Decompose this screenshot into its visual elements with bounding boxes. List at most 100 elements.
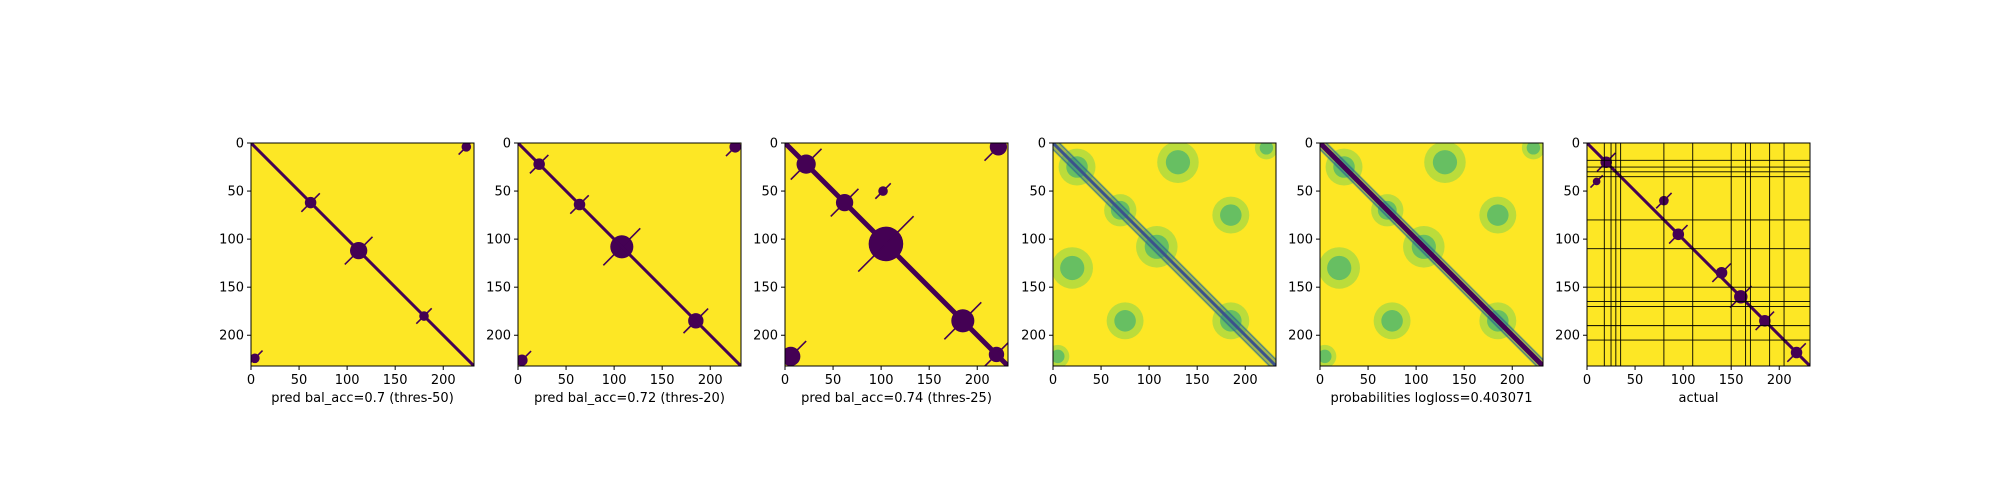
x-tick-label: 100 xyxy=(1671,373,1696,388)
x-axis-label: actual xyxy=(1678,391,1718,406)
x-tick-label: 100 xyxy=(602,373,627,388)
heatmap-cluster-core xyxy=(1053,349,1065,364)
y-tick-label: 150 xyxy=(219,281,244,296)
x-tick-label: 200 xyxy=(431,373,456,388)
x-tick-label: 50 xyxy=(825,373,842,388)
heatmap-image xyxy=(1053,143,1276,366)
y-tick-label: 150 xyxy=(486,281,511,296)
heatmap-image xyxy=(1320,143,1543,366)
heatmap-cluster-cross xyxy=(1711,262,1732,283)
axes-frame xyxy=(1586,142,1811,367)
x-tick-label: 100 xyxy=(1137,373,1162,388)
subplot-2: 0 50 100 150 200 0 50 100 150 200 pred bal_acc=0.7… xyxy=(486,137,742,406)
x-axis-label: probabilities logloss=0.403071 xyxy=(1330,391,1532,406)
axes-frame xyxy=(517,142,742,367)
diagonal-band xyxy=(251,143,474,366)
offdiagonal-line xyxy=(1058,143,1276,361)
axes-frame xyxy=(784,142,1009,367)
y-tick-label: 50 xyxy=(494,185,511,200)
x-tick-label: 100 xyxy=(1404,373,1429,388)
y-tick-label: 50 xyxy=(1563,185,1580,200)
x-tick-label: 0 xyxy=(1316,373,1324,388)
heatmap-cluster-core xyxy=(1259,143,1274,155)
x-axis-label: pred bal_acc=0.72 (thres-20) xyxy=(534,391,725,406)
x-tick-label: 200 xyxy=(698,373,723,388)
y-tick-label: 200 xyxy=(219,329,244,344)
x-tick-label: 0 xyxy=(514,373,522,388)
subplot-3: 0 50 100 150 200 0 50 100 150 200 pred bal_acc=0.7… xyxy=(753,137,1009,406)
y-tick-label: 150 xyxy=(1288,281,1313,296)
x-tick-label: 200 xyxy=(1233,373,1258,388)
heatmap-cluster-core xyxy=(1165,150,1191,175)
heatmap-cluster-core xyxy=(1526,143,1541,155)
heatmap-cluster-core xyxy=(1060,255,1085,281)
x-tick-label: 150 xyxy=(650,373,675,388)
x-tick-label: 0 xyxy=(247,373,255,388)
y-tick-label: 200 xyxy=(1288,329,1313,344)
diagonal-band xyxy=(518,143,741,366)
x-tick-label: 50 xyxy=(1360,373,1377,388)
heatmap-cluster-cross xyxy=(1589,174,1604,189)
offdiagonal-line xyxy=(1325,143,1543,361)
heatmap-cluster-core xyxy=(1327,255,1352,281)
y-tick-label: 0 xyxy=(1305,137,1313,152)
y-tick-label: 0 xyxy=(503,137,511,152)
subplot-1: 0 50 100 150 200 0 50 100 150 200 pred bal_acc=0.7… xyxy=(219,137,475,406)
y-tick-label: 200 xyxy=(1021,329,1046,344)
x-tick-label: 150 xyxy=(1719,373,1744,388)
x-tick-label: 0 xyxy=(781,373,789,388)
offdiagonal-line xyxy=(1320,148,1538,366)
subplot-4: 0 50 100 150 200 0 50 100 150 200 xyxy=(1021,137,1277,388)
heatmap-cluster-core xyxy=(1320,349,1332,364)
y-tick-label: 0 xyxy=(1572,137,1580,152)
y-tick-label: 0 xyxy=(1038,137,1046,152)
x-tick-label: 50 xyxy=(1093,373,1110,388)
y-tick-label: 50 xyxy=(227,185,244,200)
x-axis-label: pred bal_acc=0.7 (thres-50) xyxy=(271,391,454,406)
x-tick-label: 150 xyxy=(383,373,408,388)
y-tick-label: 100 xyxy=(1555,233,1580,248)
x-tick-label: 200 xyxy=(1767,373,1792,388)
y-tick-label: 0 xyxy=(236,137,244,152)
heatmap-cluster-cross xyxy=(983,143,1004,162)
axes-frame xyxy=(1052,142,1277,367)
subplot-5: 0 50 100 150 200 0 50 100 150 200 probabilities lo… xyxy=(1288,137,1544,406)
y-tick-label: 150 xyxy=(753,281,778,296)
y-tick-label: 100 xyxy=(486,233,511,248)
y-tick-label: 100 xyxy=(219,233,244,248)
heatmap-cluster-cross xyxy=(725,143,741,157)
heatmap-image xyxy=(518,143,741,366)
x-tick-label: 150 xyxy=(1452,373,1477,388)
offdiagonal-line xyxy=(1053,148,1271,366)
subplot-panels: 0 50 100 150 200 0 50 100 150 200 pred bal_acc=0.7… xyxy=(219,137,1811,406)
y-tick-label: 100 xyxy=(1021,233,1046,248)
diagonal-band xyxy=(1320,143,1543,366)
y-tick-label: 0 xyxy=(770,137,778,152)
heatmap-cluster-core xyxy=(1432,150,1458,175)
y-tick-label: 150 xyxy=(1021,281,1046,296)
y-tick-label: 100 xyxy=(1288,233,1313,248)
x-tick-label: 50 xyxy=(291,373,308,388)
heatmap-cluster-core xyxy=(1220,204,1242,226)
x-tick-label: 150 xyxy=(917,373,942,388)
y-tick-label: 100 xyxy=(753,233,778,248)
heatmap-cluster-cross xyxy=(458,143,472,156)
heatmap-cluster-cross xyxy=(251,350,264,364)
x-tick-label: 50 xyxy=(558,373,575,388)
y-tick-label: 50 xyxy=(1296,185,1313,200)
axes-frame xyxy=(1319,142,1544,367)
diagonal-band xyxy=(1053,143,1276,366)
x-tick-label: 0 xyxy=(1583,373,1591,388)
heatmap-cluster-cross xyxy=(785,340,807,364)
diagonal-band xyxy=(785,143,1008,366)
axes-frame xyxy=(250,142,475,367)
heatmap-cluster xyxy=(989,143,1008,156)
heatmap-cluster-cross xyxy=(518,350,532,366)
y-tick-label: 200 xyxy=(753,329,778,344)
heatmap-cluster-core xyxy=(1114,310,1136,332)
heatmap-image xyxy=(251,143,474,366)
heatmap-image xyxy=(785,143,1008,366)
subplot-6: 0 50 100 150 200 0 50 100 150 200 actual xyxy=(1555,137,1811,406)
diagonal-band xyxy=(1587,143,1810,366)
